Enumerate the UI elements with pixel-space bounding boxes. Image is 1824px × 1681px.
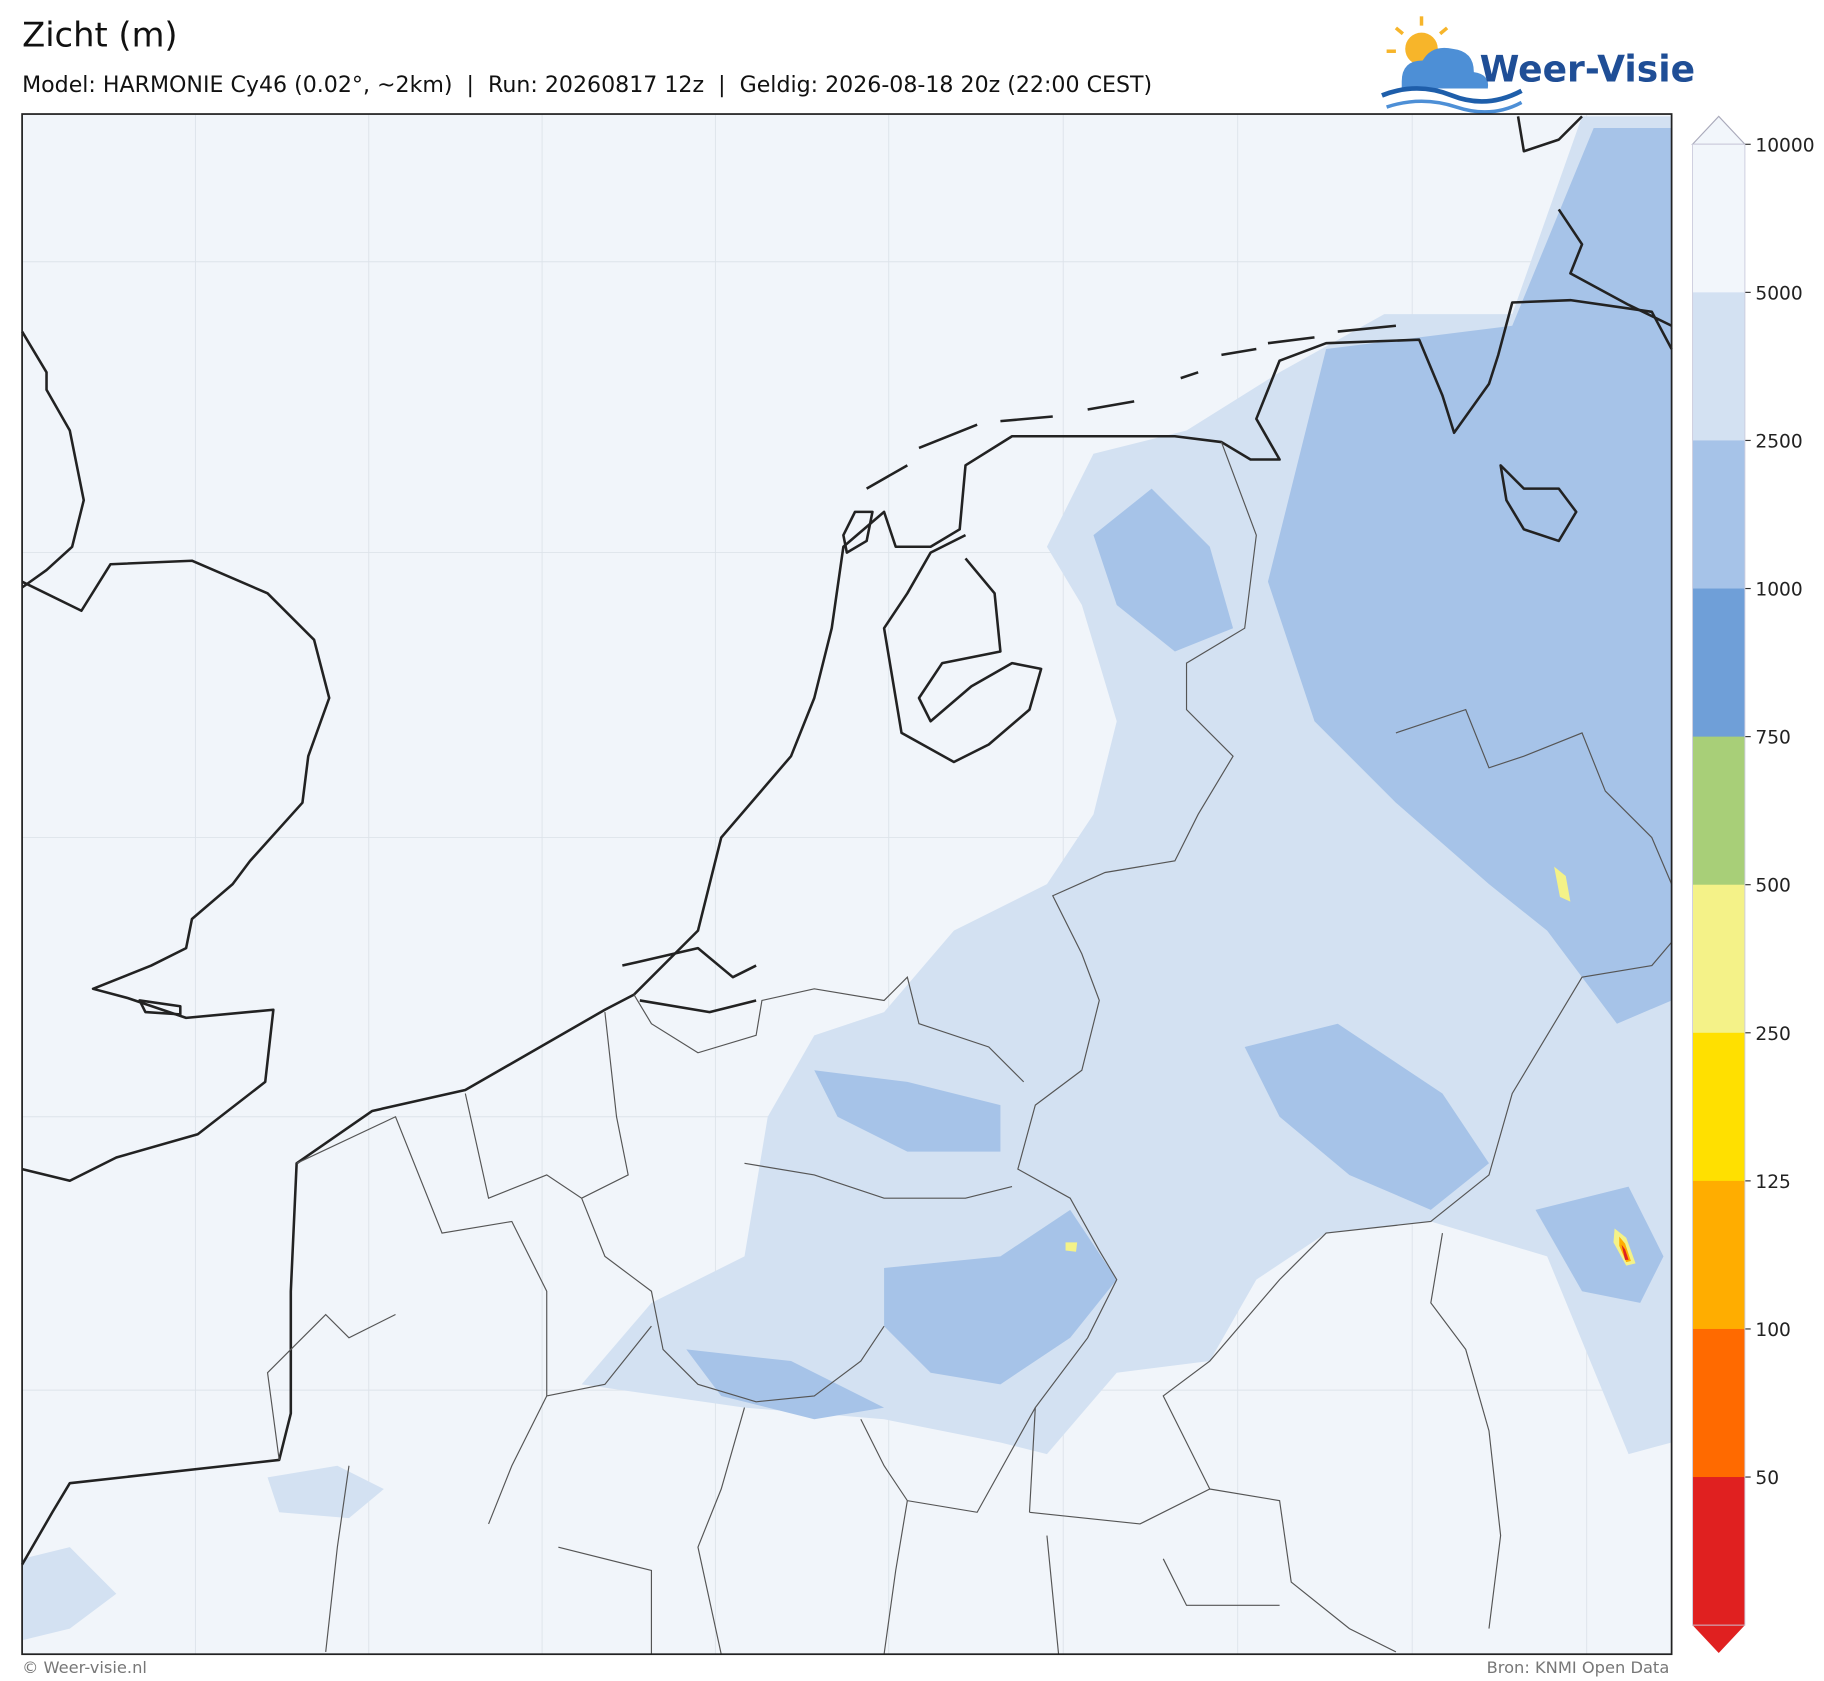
colorbar-tick-label: 500	[1755, 876, 1791, 897]
colorbar-segment	[1692, 588, 1745, 738]
colorbar-segment	[1692, 1328, 1745, 1478]
colorbar-tick-label: 10000	[1755, 135, 1814, 156]
colorbar-segment	[1692, 1477, 1745, 1626]
footer-left: © Weer-visie.nl	[22, 1658, 147, 1677]
colorbar-tick-label: 50	[1755, 1468, 1779, 1489]
colorbar-segment	[1692, 144, 1745, 293]
colorbar-tick-label: 1000	[1755, 580, 1802, 601]
colorbar-extend-top	[1691, 115, 1747, 145]
colorbar-tick-label: 125	[1755, 1172, 1791, 1193]
colorbar-tick-label: 5000	[1755, 283, 1802, 304]
colorbar-tick-label: 250	[1755, 1024, 1791, 1045]
colorbar-segment	[1692, 1180, 1745, 1330]
footer-right: Bron: KNMI Open Data	[1487, 1658, 1670, 1677]
colorbar-frame	[1692, 143, 1746, 1626]
colorbar-tick-label: 750	[1755, 728, 1791, 749]
map	[20, 113, 1673, 1656]
colorbar-segment	[1692, 1032, 1745, 1182]
colorbar-segment	[1692, 292, 1745, 442]
logo-text: Weer-Visie	[1480, 48, 1695, 90]
colorbar-tick-label: 2500	[1755, 431, 1802, 452]
colorbar-extend-bottom	[1692, 1625, 1745, 1654]
colorbar: 10000 5000 2500 1000 750 500 250 125 100 50	[1691, 115, 1815, 1654]
colorbar-segment	[1692, 440, 1745, 590]
colorbar-segment	[1692, 736, 1745, 886]
subtitle: Model: HARMONIE Cy46 (0.02°, ~2km) | Run…	[22, 72, 1152, 98]
colorbar-tick-label: 100	[1755, 1320, 1791, 1341]
title: Zicht (m)	[22, 16, 177, 55]
colorbar-segment	[1692, 884, 1745, 1034]
logo: Weer-Visie	[1381, 16, 1695, 114]
